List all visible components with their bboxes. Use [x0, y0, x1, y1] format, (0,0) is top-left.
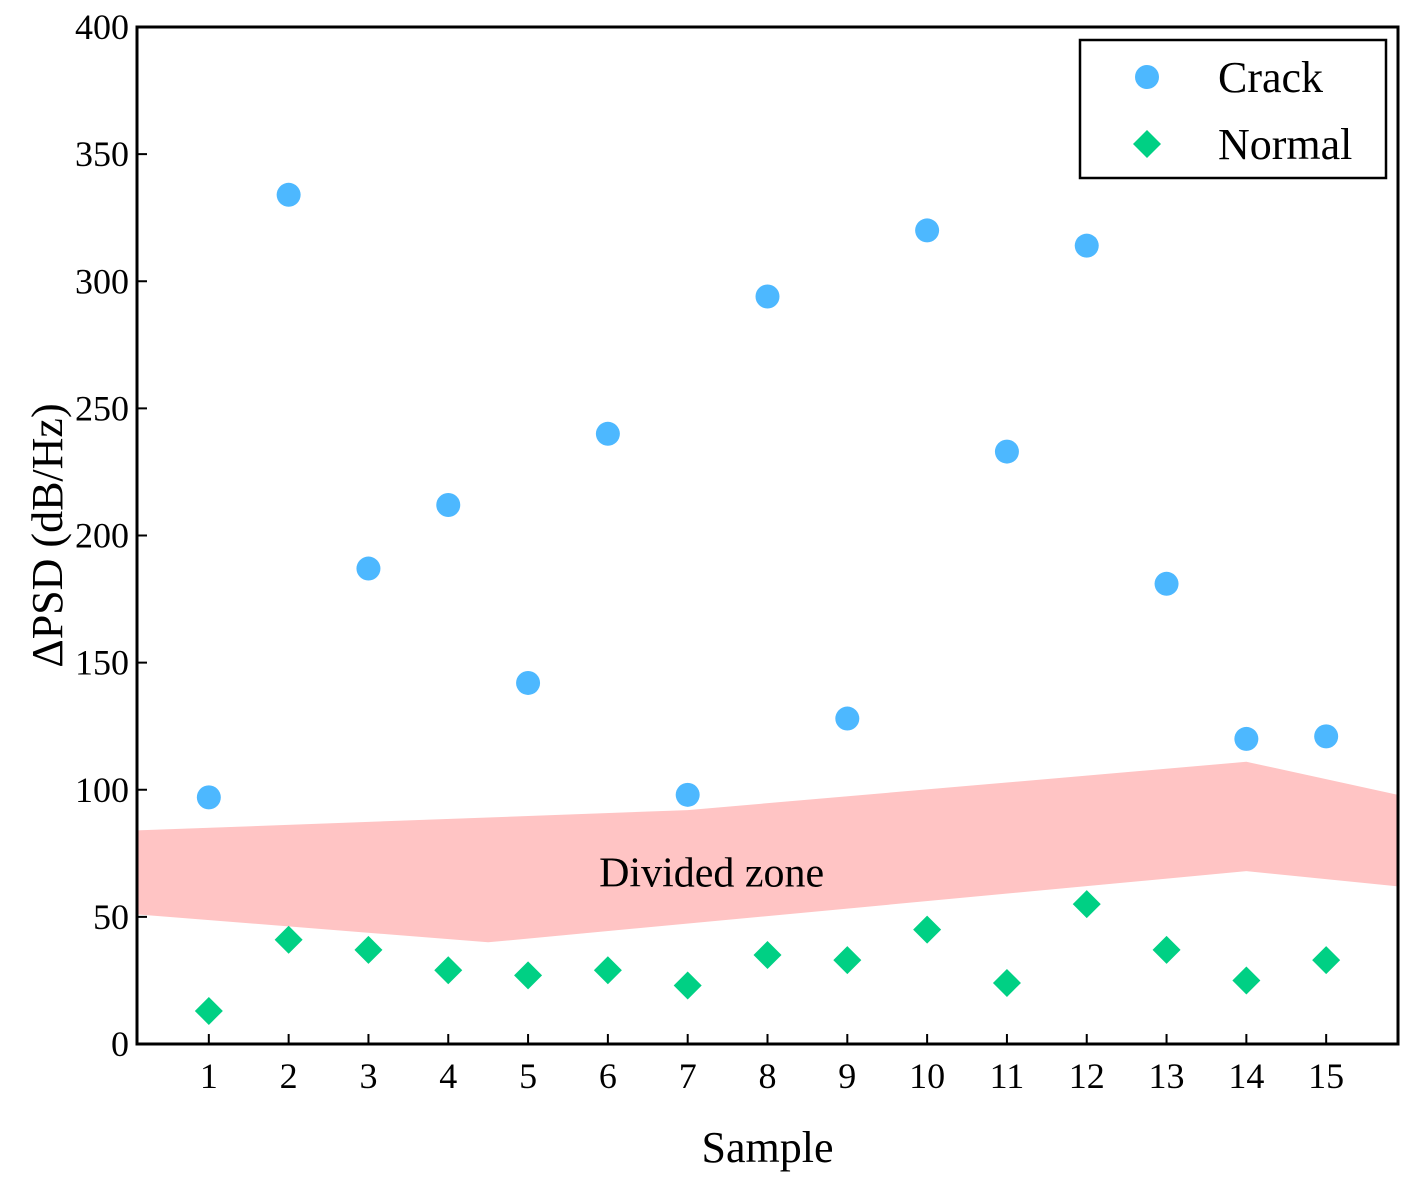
legend: Crack Normal [1078, 38, 1388, 180]
normal-point [354, 935, 383, 964]
crack-point [436, 492, 461, 517]
divided-zone-layer [137, 761, 1398, 943]
crack-point [994, 439, 1019, 464]
legend-label-normal: Normal [1218, 120, 1352, 169]
crack-point [915, 218, 940, 243]
legend-normal-marker [1133, 130, 1161, 158]
normal-point [913, 915, 942, 944]
y-tick-label: 0 [111, 1024, 129, 1064]
normal-point [194, 996, 223, 1025]
normal-point [833, 946, 862, 975]
crack-point [196, 785, 221, 810]
divided-zone-label: Divided zone [599, 850, 824, 896]
x-tick-label: 11 [990, 1056, 1025, 1096]
normal-point [753, 941, 782, 970]
x-tick-label: 14 [1228, 1056, 1264, 1096]
crack-point [516, 670, 541, 695]
x-tick-label: 8 [759, 1056, 777, 1096]
crack-point [1154, 571, 1179, 596]
y-tick-label: 150 [75, 643, 129, 683]
x-tick-label: 7 [679, 1056, 697, 1096]
normal-point [593, 956, 622, 985]
y-tick-label: 100 [75, 770, 129, 810]
y-tick-label: 250 [75, 388, 129, 428]
x-axis-title: Sample [702, 1123, 834, 1172]
crack-point [1234, 726, 1259, 751]
crack-point [595, 421, 620, 446]
x-tick-label: 1 [200, 1056, 218, 1096]
normal-point [514, 961, 543, 990]
crack-point [356, 556, 381, 581]
y-tick-label: 350 [75, 134, 129, 174]
data-points-layer [194, 182, 1341, 1025]
x-tick-label: 9 [838, 1056, 856, 1096]
crack-point [1314, 724, 1339, 749]
y-tick-label: 50 [93, 897, 129, 937]
normal-point [992, 968, 1021, 997]
normal-point [673, 971, 702, 1000]
normal-point [1312, 946, 1341, 975]
x-tick-label: 13 [1149, 1056, 1185, 1096]
x-tick-label: 12 [1069, 1056, 1105, 1096]
normal-point [1072, 890, 1101, 919]
legend-box [1078, 38, 1388, 180]
normal-point [434, 956, 463, 985]
x-tick-label: 3 [359, 1056, 377, 1096]
y-axis-title: ΔPSD (dB/Hz) [23, 403, 72, 667]
x-tick-label: 5 [519, 1056, 537, 1096]
crack-point [1074, 233, 1099, 258]
x-tick-label: 6 [599, 1056, 617, 1096]
legend-label-crack: Crack [1218, 53, 1323, 102]
normal-point [1232, 966, 1261, 995]
x-tick-label: 15 [1308, 1056, 1344, 1096]
legend-crack-marker [1135, 65, 1159, 89]
axes-layer: 1 2 3 4 5 6 7 8 9 10 11 12 13 14 150501001502002503003… [75, 7, 1400, 1096]
crack-point [755, 284, 780, 309]
legend-marker-normal [1133, 130, 1161, 158]
normal-point [1152, 935, 1181, 964]
x-tick-label: 4 [439, 1056, 457, 1096]
legend-marker-crack [1135, 65, 1159, 89]
crack-point [835, 706, 860, 731]
divided-zone-band [137, 761, 1398, 943]
y-tick-label: 300 [75, 261, 129, 301]
crack-point [675, 782, 700, 807]
x-tick-label: 2 [280, 1056, 298, 1096]
normal-point [274, 925, 303, 954]
x-tick-label: 10 [909, 1056, 945, 1096]
crack-point [276, 182, 301, 207]
y-tick-label: 200 [75, 516, 129, 556]
y-tick-label: 400 [75, 7, 129, 47]
